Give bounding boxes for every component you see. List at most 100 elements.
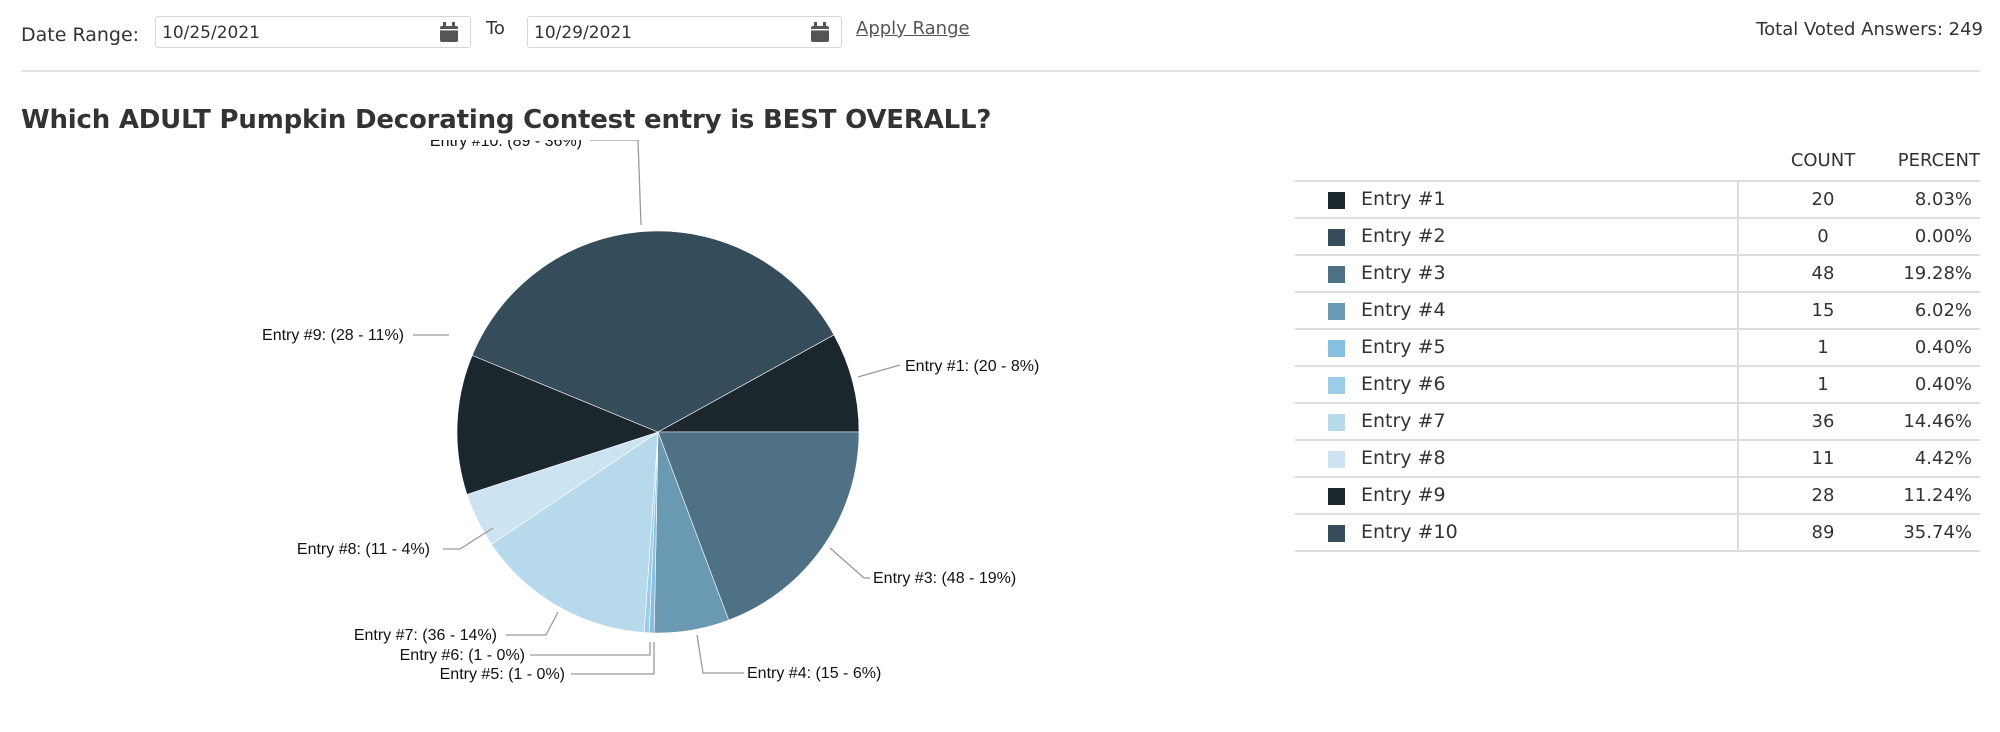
entry-name: Entry #7	[1361, 410, 1446, 432]
entry-count: 36	[1811, 411, 1835, 432]
color-swatch-icon	[1328, 377, 1345, 394]
pie-chart-svg: Entry #1: (20 - 8%) Entry #3: (48 - 19%) E…	[262, 140, 1039, 683]
column-divider	[1737, 293, 1739, 328]
entry-count: 11	[1811, 448, 1835, 469]
entry-name: Entry #10	[1361, 521, 1458, 543]
table-row: Entry #1 20 8.03%	[1295, 180, 1980, 217]
pie-slice[interactable]	[657, 431, 860, 621]
entry-percent: 4.42%	[1914, 448, 1972, 469]
table-row: Entry #4 15 6.02%	[1295, 291, 1980, 328]
slice-label: Entry #1: (20 - 8%)	[905, 358, 1039, 375]
slice-label: Entry #6: (1 - 0%)	[400, 647, 525, 664]
entry-percent: 19.28%	[1903, 263, 1972, 284]
table-row: Entry #7 36 14.46%	[1295, 402, 1980, 439]
color-swatch-icon	[1328, 303, 1345, 320]
results-table: COUNT PERCENT Entry #1 20 8.03% Entry #2 0 0…	[1295, 148, 1980, 552]
slice-label: Entry #5: (1 - 0%)	[440, 666, 565, 683]
entry-count: 1	[1817, 337, 1829, 358]
leader-line	[530, 642, 651, 656]
entry-percent: 14.46%	[1903, 411, 1972, 432]
table-row: Entry #10 89 35.74%	[1295, 513, 1980, 552]
column-divider	[1737, 330, 1739, 365]
end-date-input[interactable]: 10/29/2021	[527, 16, 842, 48]
leader-line	[696, 634, 744, 674]
entry-name: Entry #4	[1361, 299, 1446, 321]
column-divider	[1737, 219, 1739, 254]
slice-label: Entry #7: (36 - 14%)	[354, 627, 497, 644]
column-divider	[1737, 478, 1739, 513]
entry-count: 15	[1811, 300, 1835, 321]
question-title: Which ADULT Pumpkin Decorating Contest e…	[21, 105, 992, 135]
column-divider	[1737, 182, 1739, 217]
date-range-label: Date Range:	[21, 24, 140, 46]
slice-label: Entry #10: (89 - 36%)	[430, 140, 582, 150]
leader-line	[506, 611, 559, 636]
color-swatch-icon	[1328, 192, 1345, 209]
column-divider	[1737, 515, 1739, 550]
entry-count: 20	[1811, 189, 1835, 210]
column-divider	[1737, 256, 1739, 291]
column-divider	[1737, 441, 1739, 476]
entry-name: Entry #8	[1361, 447, 1446, 469]
entry-percent: 0.40%	[1914, 337, 1972, 358]
slice-label: Entry #4: (15 - 6%)	[747, 665, 881, 682]
table-row: Entry #5 1 0.40%	[1295, 328, 1980, 365]
entry-name: Entry #3	[1361, 262, 1446, 284]
color-swatch-icon	[1328, 266, 1345, 283]
table-header: COUNT PERCENT	[1295, 148, 1980, 180]
color-swatch-icon	[1328, 488, 1345, 505]
table-row: Entry #3 48 19.28%	[1295, 254, 1980, 291]
entry-name: Entry #6	[1361, 373, 1446, 395]
slice-label: Entry #9: (28 - 11%)	[262, 327, 404, 344]
table-row: Entry #8 11 4.42%	[1295, 439, 1980, 476]
pie-slice[interactable]	[456, 354, 659, 495]
entry-count: 28	[1811, 485, 1835, 506]
calendar-icon[interactable]	[438, 21, 460, 43]
entry-percent: 35.74%	[1903, 522, 1972, 543]
leader-line	[590, 140, 642, 226]
entry-percent: 8.03%	[1914, 189, 1972, 210]
pie-slice[interactable]	[657, 334, 860, 433]
entry-name: Entry #1	[1361, 188, 1446, 210]
pie-slice[interactable]	[471, 230, 835, 433]
slice-label: Entry #3: (48 - 19%)	[873, 570, 1016, 587]
to-label: To	[486, 18, 505, 39]
entry-count: 48	[1811, 263, 1835, 284]
slice-label: Entry #8: (11 - 4%)	[297, 541, 430, 558]
entry-name: Entry #9	[1361, 484, 1446, 506]
end-date-value[interactable]: 10/29/2021	[534, 23, 632, 43]
entry-name: Entry #2	[1361, 225, 1446, 247]
entry-count: 89	[1811, 522, 1835, 543]
color-swatch-icon	[1328, 451, 1345, 468]
color-swatch-icon	[1328, 525, 1345, 542]
start-date-value[interactable]: 10/25/2021	[162, 23, 260, 43]
start-date-input[interactable]: 10/25/2021	[155, 16, 471, 48]
filter-bar: Date Range: 10/25/2021 To 10/29/2021 App…	[0, 0, 2000, 72]
table-row: Entry #2 0 0.00%	[1295, 217, 1980, 254]
count-header: COUNT	[1790, 150, 1856, 171]
pie-chart: Entry #1: (20 - 8%) Entry #3: (48 - 19%) E…	[0, 140, 1280, 732]
leader-line	[857, 364, 901, 378]
table-body: Entry #1 20 8.03% Entry #2 0 0.00% Entry #3 4…	[1295, 180, 1980, 552]
total-voted-answers: Total Voted Answers: 249	[1756, 19, 1983, 40]
entry-count: 0	[1817, 226, 1829, 247]
table-row: Entry #9 28 11.24%	[1295, 476, 1980, 513]
entry-count: 1	[1817, 374, 1829, 395]
leader-line	[443, 527, 494, 550]
leader-line	[571, 642, 655, 675]
divider	[21, 70, 1980, 72]
entry-percent: 0.40%	[1914, 374, 1972, 395]
column-divider	[1737, 367, 1739, 402]
table-row: Entry #6 1 0.40%	[1295, 365, 1980, 402]
apply-range-link[interactable]: Apply Range	[856, 18, 970, 39]
entry-percent: 6.02%	[1914, 300, 1972, 321]
entry-percent: 11.24%	[1903, 485, 1972, 506]
color-swatch-icon	[1328, 229, 1345, 246]
leader-line	[829, 547, 870, 579]
entry-name: Entry #5	[1361, 336, 1446, 358]
percent-header: PERCENT	[1897, 150, 1980, 171]
calendar-icon[interactable]	[809, 21, 831, 43]
column-divider	[1737, 404, 1739, 439]
color-swatch-icon	[1328, 414, 1345, 431]
pie-slice[interactable]	[490, 431, 659, 633]
